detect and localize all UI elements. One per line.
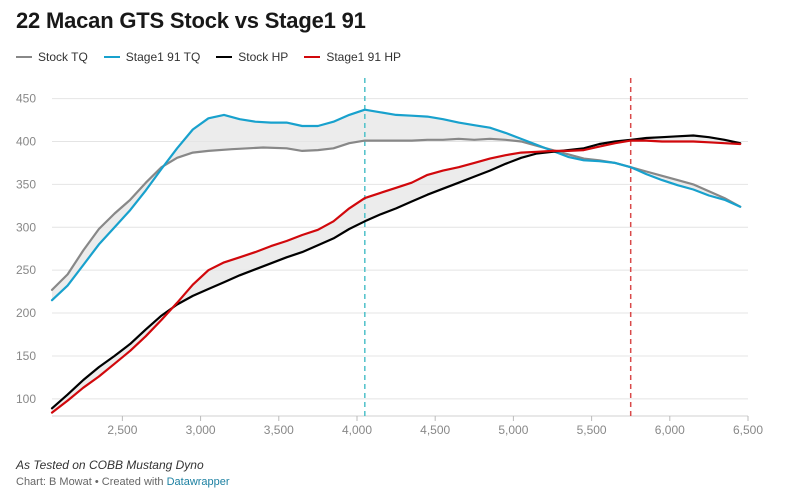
x-tick-label: 5,000 <box>498 423 528 437</box>
legend-label-stock-hp: Stock HP <box>238 50 289 64</box>
y-tick-label: 400 <box>16 134 36 148</box>
y-tick-label: 250 <box>16 263 36 277</box>
legend-item-stage1-hp: Stage1 91 HP <box>304 50 401 64</box>
x-tick-label: 2,500 <box>107 423 137 437</box>
y-tick-label: 150 <box>16 349 36 363</box>
series-line-stage1-91-tq <box>50 108 742 302</box>
x-tick-label: 5,500 <box>577 423 607 437</box>
legend-item-stock-tq: Stock TQ <box>16 50 88 64</box>
y-tick-label: 350 <box>16 177 36 191</box>
legend-label-stage1-hp: Stage1 91 HP <box>326 50 402 64</box>
x-tick-label: 6,500 <box>733 423 763 437</box>
legend-item-stock-hp: Stock HP <box>216 50 288 64</box>
legend-label-stage1-tq: Stage1 91 TQ <box>125 50 201 64</box>
y-tick-label: 450 <box>16 92 36 106</box>
y-tick-label: 300 <box>16 220 36 234</box>
y-tick-label: 200 <box>16 306 36 320</box>
legend-item-stage1-tq: Stage1 91 TQ <box>103 50 201 64</box>
line-chart: 100 150 200 250 300 350 400 450 2,500 3,000 3,500 4… <box>16 78 763 437</box>
range-area <box>52 135 741 413</box>
x-tick-label: 4,500 <box>420 423 450 437</box>
legend-swatch-stage1-hp <box>304 56 321 58</box>
datawrapper-link[interactable]: Datawrapper <box>166 476 230 488</box>
source-prefix: Chart: B Mowat • Created with <box>16 476 167 488</box>
x-tick-label: 3,500 <box>264 423 294 437</box>
x-tick-label: 4,000 <box>342 423 372 437</box>
chart-source: Chart: B Mowat • Created with Datawrappe… <box>16 476 230 488</box>
legend-swatch-stage1-tq <box>103 56 120 58</box>
series-line-stock-tq <box>50 137 742 291</box>
legend-swatch-stock-hp <box>216 56 233 58</box>
y-tick-label: 100 <box>16 392 36 406</box>
x-tick-label: 6,000 <box>655 423 685 437</box>
chart-area: 100 150 200 250 300 350 400 450 2,500 3,000 3,500 4… <box>0 70 785 446</box>
series-line-stage1-91-hp <box>50 139 742 414</box>
legend-label-stock-tq: Stock TQ <box>38 50 88 64</box>
chart-legend: Stock TQ Stage1 91 TQ Stock HP Stage1 91… <box>16 50 401 64</box>
chart-notes: As Tested on COBB Mustang Dyno <box>16 458 204 472</box>
chart-title: 22 Macan GTS Stock vs Stage1 91 <box>16 8 366 33</box>
x-tick-label: 3,000 <box>186 423 216 437</box>
legend-swatch-stock-tq <box>16 56 32 58</box>
